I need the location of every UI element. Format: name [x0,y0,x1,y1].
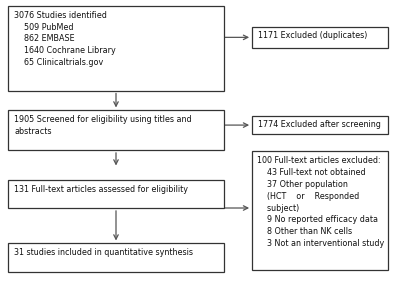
FancyBboxPatch shape [8,180,224,208]
FancyBboxPatch shape [8,6,224,91]
FancyBboxPatch shape [252,27,388,48]
Text: 131 Full-text articles assessed for eligibility: 131 Full-text articles assessed for elig… [14,185,188,194]
FancyBboxPatch shape [8,110,224,150]
Text: 1774 Excluded after screening: 1774 Excluded after screening [258,120,381,129]
FancyBboxPatch shape [252,151,388,270]
Text: 3076 Studies identified
    509 PubMed
    862 EMBASE
    1640 Cochrane Library
: 3076 Studies identified 509 PubMed 862 E… [14,11,116,67]
FancyBboxPatch shape [8,243,224,272]
Text: 1905 Screened for eligibility using titles and
abstracts: 1905 Screened for eligibility using titl… [14,115,192,136]
Text: 1171 Excluded (duplicates): 1171 Excluded (duplicates) [258,31,367,40]
Text: 100 Full-text articles excluded:
    43 Full-text not obtained
    37 Other popu: 100 Full-text articles excluded: 43 Full… [257,156,384,248]
FancyBboxPatch shape [252,116,388,134]
Text: 31 studies included in quantitative synthesis: 31 studies included in quantitative synt… [14,248,193,258]
